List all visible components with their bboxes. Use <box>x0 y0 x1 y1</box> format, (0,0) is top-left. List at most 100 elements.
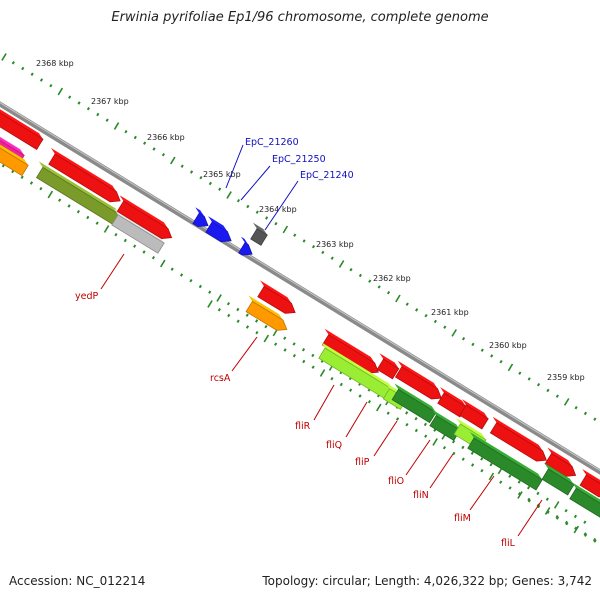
gene-block-body <box>48 153 121 203</box>
kbp-label: 2360 kbp <box>489 341 527 350</box>
gene-block-top <box>248 295 284 321</box>
minor-tick <box>133 244 137 248</box>
minor-tick <box>208 181 212 186</box>
gene-block-top <box>394 383 436 413</box>
gene-block-top <box>51 148 117 192</box>
minor-tick <box>11 61 15 65</box>
major-tick <box>451 329 457 337</box>
minor-tick <box>499 359 503 364</box>
minor-tick <box>527 497 531 502</box>
minor-tick <box>236 198 241 203</box>
gene-block-top <box>324 328 375 363</box>
minor-tick <box>414 428 418 433</box>
minor-tick <box>77 101 81 105</box>
minor-tick <box>39 186 43 191</box>
map-title: Erwinia pyrifoliae Ep1/96 chromosome, co… <box>111 10 489 25</box>
gene-block-body <box>192 212 209 228</box>
leader-line-fliR <box>313 384 335 421</box>
gene-block-fli-tail <box>569 482 600 518</box>
minor-tick <box>536 491 540 496</box>
tick-track <box>1 53 597 421</box>
minor-tick <box>152 147 156 151</box>
minor-tick <box>283 336 287 340</box>
gene-block-body <box>116 200 173 240</box>
kbp-label: 2368 kbp <box>36 59 74 68</box>
minor-tick <box>593 539 597 543</box>
gene-block-top <box>119 195 168 229</box>
gene-block-red-upper <box>48 148 121 203</box>
minor-tick <box>545 497 549 501</box>
major-tick <box>517 491 523 499</box>
gene-block-top <box>253 222 268 235</box>
minor-tick <box>564 520 568 525</box>
minor-tick <box>592 537 597 542</box>
tick-track <box>517 491 597 543</box>
major-tick <box>488 472 495 481</box>
gene-label-fliL: fliL <box>501 538 516 549</box>
minor-tick <box>499 480 503 484</box>
minor-tick <box>527 499 531 503</box>
gene-block-fliP <box>391 383 437 424</box>
gene-block-body <box>541 468 575 496</box>
gene-block-top <box>492 416 543 451</box>
leader-line-epc-21250 <box>240 165 271 201</box>
minor-tick <box>246 204 250 209</box>
minor-tick <box>227 313 231 318</box>
minor-tick <box>471 342 475 347</box>
minor-tick <box>255 210 259 214</box>
gene-block-body <box>459 404 489 430</box>
minor-tick <box>76 209 80 214</box>
minor-tick <box>536 382 541 387</box>
minor-tick <box>339 382 343 387</box>
minor-tick <box>198 284 202 289</box>
gene-block-body <box>376 358 400 380</box>
leader-line-fliL <box>517 499 543 537</box>
minor-tick <box>189 170 194 174</box>
gene-block-body <box>205 221 232 243</box>
leader-line-epc-21240 <box>264 180 299 231</box>
minor-tick <box>330 256 334 260</box>
minor-tick <box>423 422 427 427</box>
gene-label-fliO: fliO <box>388 476 404 487</box>
minor-tick <box>368 279 372 283</box>
gene-block-red-small <box>116 195 173 240</box>
gene-block-top <box>432 409 461 431</box>
minor-tick <box>508 474 512 478</box>
gene-block-body <box>544 452 577 477</box>
major-tick <box>57 87 64 96</box>
gene-block-dark <box>250 222 268 246</box>
minor-tick <box>405 302 409 306</box>
minor-tick <box>151 255 156 260</box>
gene-label-fliR: fliR <box>295 421 311 432</box>
red-leader-lines <box>100 253 543 537</box>
gene-label-yedP: yedP <box>75 291 98 302</box>
gene-block-body <box>489 422 547 462</box>
gene-block-red-row-1 <box>321 328 379 374</box>
minor-tick <box>564 508 568 513</box>
major-tick <box>113 122 120 130</box>
gene-block-body <box>250 228 268 246</box>
gene-block-top <box>208 216 228 232</box>
gene-block-body <box>321 334 379 374</box>
gene-block-top <box>321 342 394 390</box>
minor-tick <box>546 510 550 514</box>
minor-tick <box>95 221 99 225</box>
kbp-label: 2367 kbp <box>91 97 129 106</box>
kbp-label: 2366 kbp <box>147 133 185 142</box>
minor-tick <box>311 244 316 249</box>
leader-line-fliQ <box>345 401 368 438</box>
gene-block-top <box>547 447 572 467</box>
minor-tick <box>124 129 128 134</box>
minor-tick <box>583 532 587 536</box>
minor-tick <box>302 359 306 364</box>
kbp-labels: 2368 kbp 2367 kbp 2366 kbp 2365 kbp 2364… <box>36 59 585 382</box>
minor-tick <box>527 377 531 381</box>
gene-block-top <box>195 207 205 217</box>
minor-tick <box>217 308 221 312</box>
minor-tick <box>302 239 306 243</box>
minor-tick <box>68 95 72 99</box>
gene-block-top <box>544 463 574 485</box>
gene-block-top <box>397 360 438 389</box>
minor-tick <box>470 451 474 455</box>
major-tick <box>216 294 222 302</box>
